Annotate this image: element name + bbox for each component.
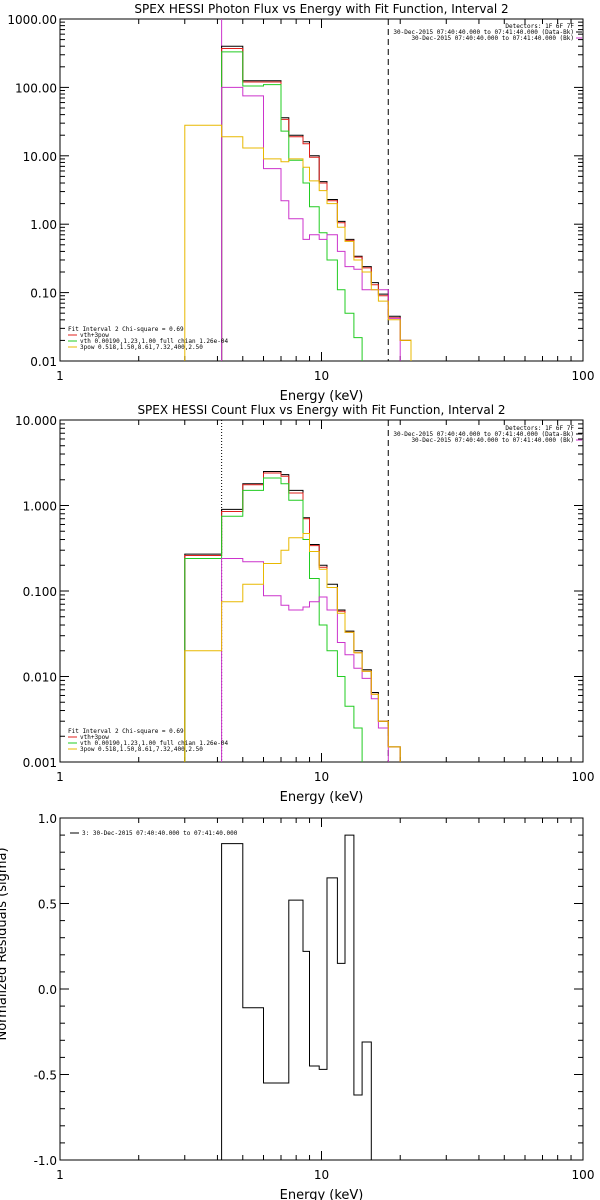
legend-entry: vth 0.00190,1.23,1.00 full chian 1.26e-0… <box>80 740 228 747</box>
legend-title: Fit Interval 2 Chi-square = 0.69 <box>68 728 184 735</box>
detector-info-text: 30-Dec-2015 07:40:40.000 to 07:41:40.000… <box>411 35 574 42</box>
detector-info-text: Detectors: 1F 6F 7F <box>505 425 574 432</box>
y-tick-label: -1.0 <box>34 1154 57 1168</box>
y-tick-label: 1.000 <box>23 500 57 514</box>
legend-entry: 3: 30-Dec-2015 07:40:40.000 to 07:41:40.… <box>82 830 238 837</box>
x-axis-label-1: Energy (keV) <box>280 389 364 404</box>
series-line-1-4 <box>184 124 412 361</box>
y-axis-label-3: Normalized Residuals (sigma) <box>0 847 10 1040</box>
chart-title-2: SPEX HESSI Count Flux vs Energy with Fit… <box>137 403 505 417</box>
x-tick-label: 10 <box>314 369 329 383</box>
x-tick-label: 10 <box>314 1168 329 1182</box>
y-tick-label: 0.100 <box>23 585 57 599</box>
y-tick-label: 1.00 <box>30 218 57 232</box>
x-tick-label: 10 <box>314 770 329 784</box>
detector-info-text: 30-Dec-2015 07:40:40.000 to 07:41:40.000… <box>393 29 574 36</box>
y-tick-label: 10.000 <box>15 414 57 428</box>
x-tick-label: 1 <box>56 770 64 784</box>
x-axis-label-3: Energy (keV) <box>280 1188 364 1200</box>
x-tick-label: 100 <box>572 369 595 383</box>
y-tick-label: 0.0 <box>38 983 57 997</box>
detector-info-text: 30-Dec-2015 07:40:40.000 to 07:41:40.000… <box>411 437 574 444</box>
legend-entry: 3pow 0.518,1.50,8.61,7.32,400,2.50 <box>80 344 203 351</box>
x-axis-label-2: Energy (keV) <box>280 790 364 805</box>
y-tick-label: 0.01 <box>30 355 57 369</box>
legend-entry: 3pow 0.518,1.50,8.61,7.32,400,2.50 <box>80 746 203 753</box>
y-tick-label: 10.00 <box>23 150 57 164</box>
chart-title-1: SPEX HESSI Photon Flux vs Energy with Fi… <box>134 2 508 16</box>
x-tick-label: 1 <box>56 369 64 383</box>
x-tick-label: 100 <box>572 1168 595 1182</box>
x-tick-label: 100 <box>572 770 595 784</box>
series-line-2-2 <box>184 477 363 762</box>
series-line-3-0 <box>221 834 372 1160</box>
series-line-2-0 <box>184 471 401 762</box>
detector-info-text: 30-Dec-2015 07:40:40.000 to 07:41:40.000… <box>393 431 574 438</box>
detector-info-text: Detectors: 1F 6F 7F <box>505 23 574 30</box>
y-tick-label: 0.010 <box>23 671 57 685</box>
y-tick-label: 0.10 <box>30 287 57 301</box>
x-tick-label: 1 <box>56 1168 64 1182</box>
y-tick-label: 1000.00 <box>7 13 57 27</box>
series-line-2-4 <box>184 533 401 762</box>
y-tick-label: 100.00 <box>15 81 57 95</box>
legend-entry: vth 0.00190,1.23,1.00 full chian 1.26e-0… <box>80 338 228 345</box>
legend-entry: vth+3pow <box>80 332 109 339</box>
y-tick-label: -0.5 <box>34 1069 57 1083</box>
series-line-2-3 <box>221 558 389 762</box>
series-line-1-3 <box>221 86 401 361</box>
legend-title: Fit Interval 2 Chi-square = 0.69 <box>68 326 184 333</box>
series-line-1-2 <box>221 51 363 361</box>
y-tick-label: 0.001 <box>23 756 57 770</box>
y-tick-label: 0.5 <box>38 898 57 912</box>
y-tick-label: 1.0 <box>38 812 57 826</box>
legend-entry: vth+3pow <box>80 734 109 741</box>
